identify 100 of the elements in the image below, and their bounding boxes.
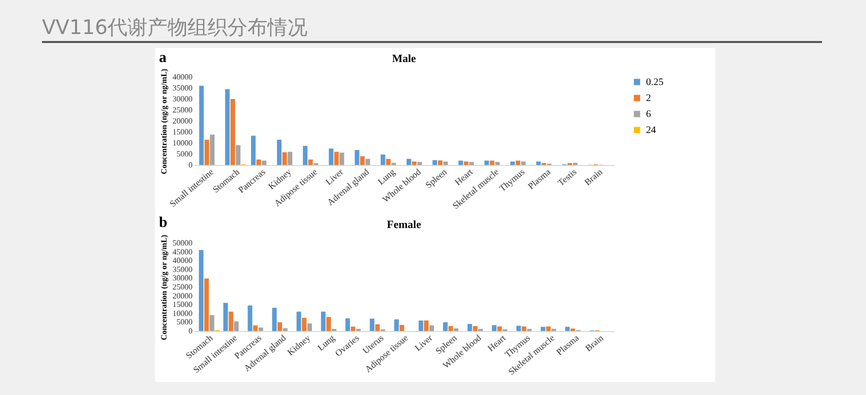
bar bbox=[386, 158, 391, 165]
bar bbox=[302, 318, 307, 331]
y-tick-label: 35000 bbox=[172, 264, 192, 274]
legend-label: 2 bbox=[646, 93, 651, 104]
y-tick-label: 25000 bbox=[172, 282, 192, 292]
bar bbox=[516, 160, 520, 165]
bar bbox=[521, 161, 526, 165]
bar bbox=[394, 319, 399, 331]
bar bbox=[510, 161, 515, 165]
bar bbox=[276, 140, 282, 165]
bar bbox=[225, 89, 230, 165]
bar bbox=[210, 134, 215, 165]
bar bbox=[469, 162, 474, 165]
bar bbox=[282, 152, 287, 165]
bar bbox=[328, 148, 334, 165]
text: b bbox=[159, 215, 168, 232]
bar bbox=[302, 146, 308, 165]
bar bbox=[223, 302, 228, 331]
y-axis-title: Concentration (ng/g or ng/mL) bbox=[160, 234, 168, 340]
bar bbox=[490, 160, 494, 165]
y-tick-label: 35000 bbox=[172, 84, 192, 92]
y-tick-label: 5000 bbox=[176, 150, 192, 158]
bar bbox=[492, 325, 496, 331]
bar bbox=[326, 316, 331, 331]
bar bbox=[320, 312, 326, 331]
y-tick-label: 30000 bbox=[172, 94, 192, 104]
bar bbox=[522, 326, 526, 331]
bar bbox=[204, 140, 210, 165]
bar bbox=[412, 161, 417, 165]
bar bbox=[253, 325, 258, 331]
bar bbox=[251, 136, 256, 165]
bar bbox=[354, 150, 360, 165]
text: a bbox=[159, 50, 166, 67]
legend-label: 6 bbox=[646, 109, 651, 120]
y-tick-label: 20000 bbox=[172, 291, 192, 300]
bar bbox=[540, 326, 546, 331]
bar bbox=[443, 161, 448, 165]
bar bbox=[380, 154, 386, 165]
bar bbox=[334, 152, 339, 165]
bar bbox=[438, 160, 442, 165]
bar bbox=[484, 160, 489, 165]
bar bbox=[565, 326, 570, 331]
bar bbox=[406, 158, 412, 165]
bar bbox=[417, 162, 422, 165]
bar bbox=[210, 315, 214, 331]
y-tick-label: 5000 bbox=[176, 318, 192, 327]
bar bbox=[432, 160, 438, 165]
bar bbox=[228, 312, 234, 331]
y-tick-label: 10000 bbox=[172, 308, 192, 318]
bar bbox=[230, 99, 236, 165]
bar bbox=[375, 324, 380, 331]
y-tick-label: 20000 bbox=[172, 116, 192, 126]
bar bbox=[272, 308, 277, 331]
y-axis-title: Concentration (ng/g or ng/mL) bbox=[160, 68, 168, 174]
bar bbox=[282, 328, 288, 331]
bar bbox=[458, 160, 464, 165]
bar bbox=[464, 161, 468, 165]
chart-title: Male bbox=[392, 53, 416, 66]
bar bbox=[278, 322, 282, 331]
bar bbox=[400, 324, 404, 331]
y-tick-label: 40000 bbox=[172, 72, 192, 82]
y-tick-label: 45000 bbox=[172, 247, 192, 256]
bar bbox=[248, 305, 252, 331]
bar bbox=[497, 326, 502, 331]
bar bbox=[345, 318, 350, 331]
bar bbox=[370, 318, 374, 331]
y-tick-label: 15000 bbox=[172, 128, 192, 136]
x-tick-label: Brain bbox=[583, 332, 606, 354]
bar bbox=[308, 160, 313, 165]
bar bbox=[536, 161, 541, 165]
legend-label: 0.25 bbox=[646, 77, 664, 88]
y-tick-label: 15000 bbox=[172, 300, 192, 310]
y-tick-label: 0 bbox=[188, 326, 192, 336]
bar bbox=[288, 152, 292, 165]
bar bbox=[350, 326, 356, 331]
x-tick-label: Brain bbox=[582, 166, 605, 188]
y-tick-label: 0 bbox=[188, 160, 192, 170]
bar bbox=[495, 162, 500, 165]
bar bbox=[258, 327, 264, 331]
bar bbox=[429, 325, 434, 331]
y-tick-label: 40000 bbox=[172, 256, 192, 266]
bar bbox=[418, 320, 424, 331]
bar bbox=[256, 160, 262, 165]
bar bbox=[262, 160, 266, 165]
text: VV116代谢产物组织分布情况 bbox=[42, 14, 308, 41]
bar bbox=[296, 312, 302, 331]
bar bbox=[236, 145, 240, 165]
bar bbox=[204, 278, 209, 331]
bar bbox=[424, 320, 429, 331]
legend-label: 24 bbox=[646, 125, 656, 136]
bar bbox=[467, 324, 472, 331]
bar bbox=[546, 326, 551, 331]
bar bbox=[199, 86, 204, 165]
chart-title: Female bbox=[386, 219, 422, 232]
bar bbox=[448, 326, 454, 331]
y-tick-label: 30000 bbox=[172, 274, 192, 283]
bar bbox=[198, 250, 204, 331]
bar bbox=[454, 328, 458, 331]
bar bbox=[340, 152, 344, 165]
bar bbox=[307, 323, 312, 331]
